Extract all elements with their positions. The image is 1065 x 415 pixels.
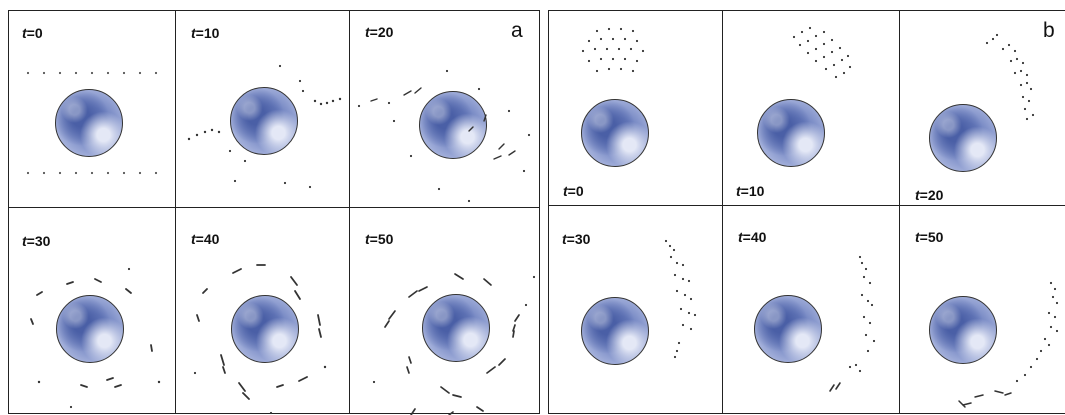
time-label: t=10 bbox=[736, 183, 765, 199]
planet bbox=[757, 99, 825, 167]
particle-field bbox=[357, 69, 531, 203]
planet bbox=[55, 89, 123, 157]
particle-field bbox=[372, 273, 536, 415]
particle-field bbox=[581, 27, 645, 73]
frame-b-t40: t=40 bbox=[722, 205, 899, 415]
particle-field bbox=[26, 71, 158, 175]
planet bbox=[929, 296, 997, 364]
time-label: t=0 bbox=[22, 25, 43, 41]
divider bbox=[549, 205, 1065, 206]
frame-b-t10: t=10 bbox=[722, 11, 899, 205]
time-label: t=20 bbox=[365, 24, 394, 40]
planet bbox=[581, 297, 649, 365]
planet bbox=[56, 295, 124, 363]
frame-a-t30: t=30 bbox=[9, 207, 175, 415]
frame-a-t20: t=20 bbox=[349, 11, 541, 207]
planet bbox=[581, 99, 649, 167]
time-label: t=50 bbox=[915, 229, 944, 245]
time-label: t=20 bbox=[915, 187, 944, 203]
panel-letter-a: a bbox=[511, 19, 523, 42]
particle-field bbox=[985, 33, 1035, 121]
divider bbox=[9, 207, 539, 208]
particle-field bbox=[829, 255, 876, 392]
frame-a-t50: t=50 bbox=[349, 207, 541, 415]
panel-letter-b: b bbox=[1043, 19, 1055, 42]
time-label: t=50 bbox=[365, 231, 394, 247]
planet bbox=[231, 295, 299, 363]
planet bbox=[422, 294, 490, 362]
particle-field bbox=[193, 264, 327, 415]
frame-b-t30: t=30 bbox=[549, 205, 722, 415]
frame-a-t40: t=40 bbox=[175, 207, 349, 415]
time-label: t=40 bbox=[191, 231, 220, 247]
particle-field bbox=[30, 267, 161, 409]
time-label: t=10 bbox=[191, 25, 220, 41]
time-label: t=40 bbox=[738, 229, 767, 245]
divider bbox=[899, 11, 900, 413]
planet bbox=[754, 295, 822, 363]
frame-a-t0: t=0 bbox=[9, 11, 175, 207]
divider bbox=[722, 11, 723, 413]
time-label: t=0 bbox=[563, 183, 584, 199]
particle-field bbox=[664, 239, 697, 359]
divider bbox=[349, 11, 350, 413]
time-label: t=30 bbox=[562, 231, 591, 247]
frame-b-t50: t=50 bbox=[899, 205, 1065, 415]
planet bbox=[929, 104, 997, 172]
frame-b-t20: t=20 bbox=[899, 11, 1065, 205]
particle-field bbox=[958, 281, 1059, 408]
time-label: t=30 bbox=[22, 233, 51, 249]
particle-field bbox=[792, 26, 852, 79]
particle-field bbox=[187, 64, 342, 189]
planet bbox=[230, 87, 298, 155]
panel-a: a t=0 t=10 t=20 bbox=[8, 10, 541, 415]
divider bbox=[175, 11, 176, 413]
frame-b-t0: t=0 bbox=[549, 11, 722, 205]
planet bbox=[419, 91, 487, 159]
frame-a-t10: t=10 bbox=[175, 11, 349, 207]
panel-b: b t=0 t=10 bbox=[548, 10, 1065, 414]
